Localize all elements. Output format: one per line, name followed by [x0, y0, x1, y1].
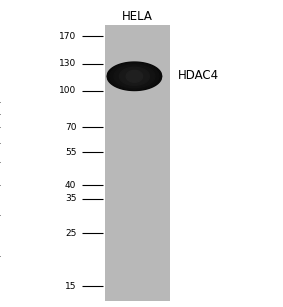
Text: 130: 130 [59, 59, 76, 68]
Text: HDAC4: HDAC4 [178, 69, 219, 82]
Polygon shape [107, 62, 162, 91]
Polygon shape [119, 67, 149, 85]
Polygon shape [126, 70, 143, 82]
Text: 35: 35 [65, 194, 76, 203]
Polygon shape [114, 65, 155, 88]
Text: 100: 100 [59, 86, 76, 95]
Polygon shape [110, 63, 159, 89]
Text: 55: 55 [65, 148, 76, 157]
Text: 25: 25 [65, 229, 76, 238]
Text: 15: 15 [65, 282, 76, 291]
Bar [105, 25, 170, 301]
Text: 70: 70 [65, 123, 76, 132]
Text: 170: 170 [59, 32, 76, 41]
Text: 40: 40 [65, 181, 76, 190]
Text: HELA: HELA [122, 10, 153, 23]
